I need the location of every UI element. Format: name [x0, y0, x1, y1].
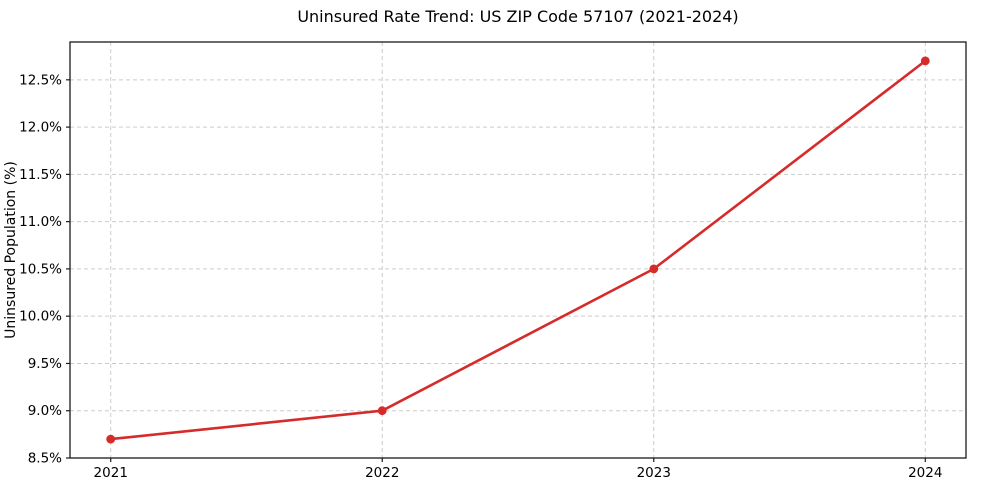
x-tick-label: 2024	[908, 465, 942, 481]
grid-layer	[70, 42, 966, 459]
chart-title: Uninsured Rate Trend: US ZIP Code 57107 …	[297, 7, 738, 26]
data-point	[920, 56, 930, 66]
y-tick-label: 11.0%	[19, 214, 62, 230]
series-line	[109, 59, 927, 441]
y-tick-label: 12.5%	[19, 72, 62, 88]
data-point	[377, 406, 387, 416]
y-tick-label: 9.5%	[28, 356, 62, 372]
x-tick-label: 2022	[365, 465, 399, 481]
data-point	[106, 434, 116, 444]
spine-layer	[69, 41, 967, 459]
x-tick-label: 2023	[637, 465, 671, 481]
y-tick-label: 11.5%	[19, 167, 62, 183]
tick-layer: 8.5% 9.0% 9.5% 10.0% 10.5% 11.0% 11.5% 12.0% 12.…	[19, 72, 942, 481]
y-tick-label: 9.0%	[28, 403, 62, 419]
data-point	[649, 264, 659, 274]
y-axis-label: Uninsured Population (%)	[3, 161, 19, 339]
series-layer	[106, 56, 930, 444]
plot-border	[69, 41, 967, 459]
y-tick-label: 10.0%	[19, 309, 62, 325]
x-tick-label: 2021	[94, 465, 128, 481]
y-tick-label: 10.5%	[19, 261, 62, 277]
y-tick-label: 8.5%	[28, 451, 62, 467]
y-tick-label: 12.0%	[19, 120, 62, 136]
